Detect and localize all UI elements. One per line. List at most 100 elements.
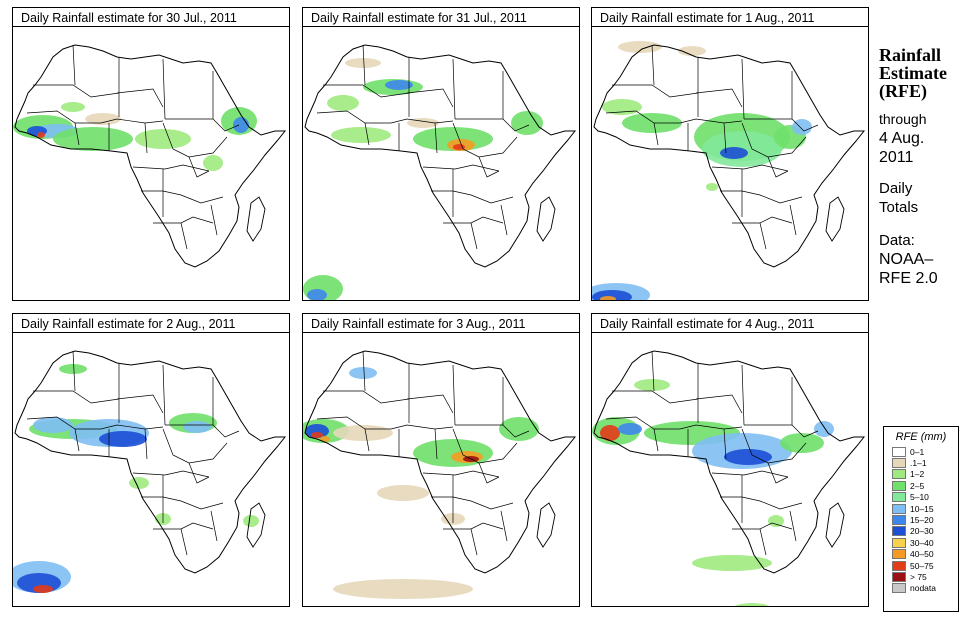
country-border [723,428,727,460]
legend-entry: 10–15 [884,503,958,514]
country-border [33,84,120,98]
legend-entry: 20–30 [884,526,958,537]
country-border [452,364,456,426]
legend-label: 1–2 [910,469,925,480]
country-border [116,394,164,414]
country-border [210,204,218,236]
country-border [767,462,789,484]
country-border [434,122,438,154]
rainfall-area [53,127,133,151]
legend-label: > 75 [910,571,927,582]
caption-data: Data: NOAA– RFE 2.0 [879,231,965,288]
rainfall-area [692,555,772,571]
panel-title: Daily Rainfall estimate for 31 Jul., 201… [302,7,580,27]
caption-through: through 4 Aug. 2011 [879,110,965,167]
rainfall-area [706,183,718,191]
country-border [653,122,659,146]
country-border [406,88,454,108]
country-border [443,522,504,530]
map-canvas [592,350,866,606]
figure-caption: Rainfall Estimate (RFE) through 4 Aug. 2… [879,46,965,288]
panel-title: Daily Rainfall estimate for 3 Aug., 2011 [302,313,580,333]
daily-line2: Totals [879,199,919,216]
legend-entry: .1–1 [884,457,958,469]
legend-label: 10–15 [910,503,934,514]
country-border [695,88,743,108]
country-border [470,528,478,556]
country-border [651,44,655,86]
legend-swatch [892,480,906,491]
legend-swatch [892,469,906,480]
rainfall-area [814,421,834,437]
country-border [612,390,699,404]
rainfall-area [499,417,539,441]
legend-swatch [892,549,906,560]
legend-entry: 30–40 [884,537,958,548]
rainfall-area [618,423,642,435]
country-border [132,164,210,172]
rainfall-area [327,95,359,111]
through-label: through [879,111,927,127]
source-line1: NOAA– [879,251,934,268]
data-label: Data: [879,232,915,249]
madagascar-coastline [825,196,845,242]
map-panel: Daily Rainfall estimate for 3 Aug., 2011 [302,313,580,607]
country-border [144,122,148,154]
rainfall-area [720,147,748,159]
legend-entry: 50–75 [884,560,958,571]
africa-rainfall-map [591,27,869,301]
country-border [362,44,366,86]
country-border [720,190,803,204]
legend-swatch [892,458,906,469]
legend-label: 15–20 [910,515,934,526]
rainfall-area [37,132,45,138]
country-border [188,156,210,178]
rainfall-area [792,119,812,135]
legend-label: 50–75 [910,560,934,571]
legend-swatch [892,560,906,571]
legend-swatch [892,571,906,582]
source-line2: RFE 2.0 [879,270,938,287]
country-border [741,364,745,426]
country-border [141,496,224,510]
rainfall-area [600,425,620,441]
legend-entry: 0–1 [884,446,958,457]
rainfall-area [600,296,616,300]
legend-swatch [892,526,906,537]
country-border [141,190,224,204]
legend-label: 0–1 [910,446,925,457]
rainfall-area [331,127,391,143]
country-border [364,428,370,452]
country-border [72,44,76,86]
country-border [364,122,370,146]
africa-coastline [593,350,866,574]
legend-entry: 1–2 [884,469,958,480]
caption-heading-line1: Rainfall [879,45,942,65]
country-border [500,204,508,236]
legend-label: 2–5 [910,480,925,491]
map-canvas [303,44,577,300]
rainfall-area [61,102,85,112]
rainfall-area [311,432,323,438]
country-border [72,350,76,392]
legend-entry: 2–5 [884,480,958,491]
legend-label: 40–50 [910,549,934,560]
rainfall-area [511,111,543,135]
panel-title: Daily Rainfall estimate for 4 Aug., 2011 [591,313,869,333]
legend-rows: 0–1.1–1 1–2 2–5 5–10 10–15 15–20 20–30 30–40 40–… [884,446,958,594]
country-border [502,118,530,132]
country-border [212,118,240,132]
legend-title: RFE (mm) [895,431,947,443]
africa-coastline [593,44,866,268]
rainfall-area [307,289,327,300]
country-border [443,216,504,224]
rainfall-area [203,155,223,171]
rainfall-area [85,113,121,125]
africa-rainfall-map [591,333,869,607]
legend-entry: 15–20 [884,514,958,526]
caption-daily: Daily Totals [879,179,965,217]
country-border [732,522,793,530]
legend-label: .1–1 [910,458,927,469]
africa-rainfall-map [302,27,580,301]
legend-entry: 40–50 [884,549,958,560]
